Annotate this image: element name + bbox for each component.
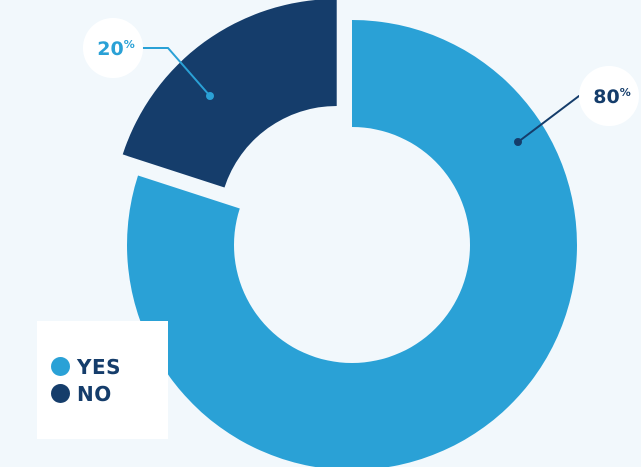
data-label-yes: 80%: [579, 66, 639, 126]
legend-item-no: NO: [51, 380, 168, 407]
legend-label-yes: YES: [77, 354, 122, 379]
leader-yes-dot: [514, 138, 522, 146]
data-label-no-text: 20%: [97, 38, 134, 60]
legend: YES NO: [37, 321, 168, 439]
leader-no-dot: [206, 92, 214, 100]
legend-label-no: NO: [77, 381, 112, 406]
data-label-yes-text: 80%: [593, 86, 630, 108]
leader-no: [140, 47, 211, 97]
legend-swatch-yes: [51, 357, 70, 376]
legend-item-yes: YES: [51, 353, 168, 380]
data-label-no: 20%: [83, 18, 143, 78]
slice-yes: [127, 20, 577, 467]
legend-swatch-no: [51, 384, 70, 403]
slice-no: [122, 0, 337, 188]
